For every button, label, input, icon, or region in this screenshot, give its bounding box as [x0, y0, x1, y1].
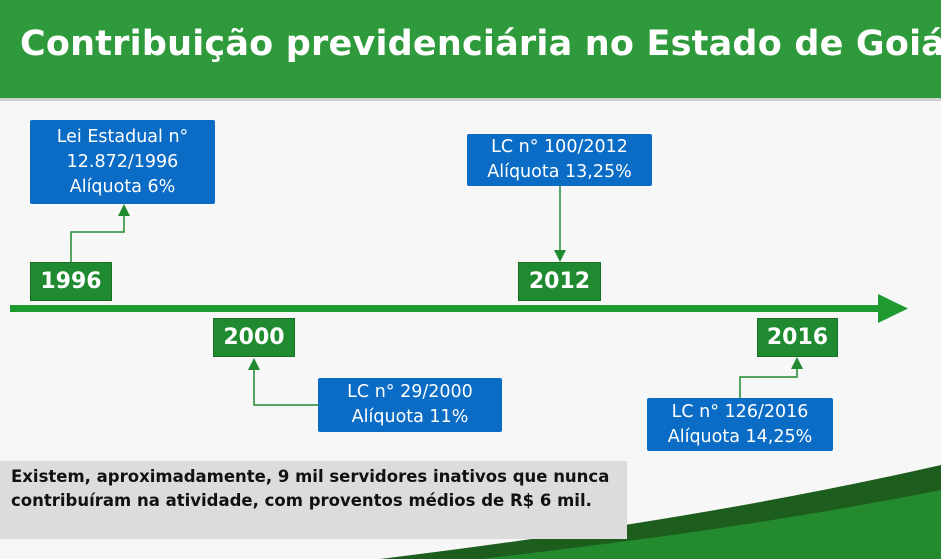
timeline-axis — [10, 305, 882, 312]
timeline-arrowhead — [878, 294, 908, 323]
law-rate: Alíquota 14,25% — [667, 426, 813, 447]
page-title: Contribuição previdenciária no Estado de… — [20, 24, 941, 64]
law-box-2012: LC n° 100/2012 Alíquota 13,25% — [467, 134, 652, 186]
law-name: LC n° 29/2000 — [347, 382, 473, 402]
law-rate: Alíquota 6% — [69, 176, 176, 197]
year-2000: 2000 — [213, 318, 295, 357]
year-1996: 1996 — [30, 262, 112, 301]
bottom-swoosh-light — [480, 490, 941, 559]
law-name: Lei Estadual n° — [56, 126, 189, 147]
law-number: 12.872/1996 — [66, 151, 179, 172]
law-box-1996: Lei Estadual n° 12.872/1996 Alíquota 6% — [30, 120, 215, 204]
law-rate: Alíquota 13,25% — [487, 162, 632, 182]
law-box-2000: LC n° 29/2000 Alíquota 11% — [318, 378, 502, 432]
note-box: Existem, aproximadamente, 9 mil servidor… — [0, 461, 627, 539]
connector-2000 — [248, 358, 318, 406]
law-box-2016: LC n° 126/2016 Alíquota 14,25% — [647, 398, 833, 451]
law-name: LC n° 100/2012 — [491, 137, 628, 157]
connector-1996 — [70, 204, 130, 262]
law-rate: Alíquota 11% — [351, 407, 469, 427]
title-bar: Contribuição previdenciária no Estado de… — [0, 0, 941, 101]
connector-2016 — [739, 357, 803, 398]
year-2012: 2012 — [518, 262, 601, 301]
year-2016: 2016 — [757, 318, 838, 357]
law-name: LC n° 126/2016 — [671, 401, 809, 422]
